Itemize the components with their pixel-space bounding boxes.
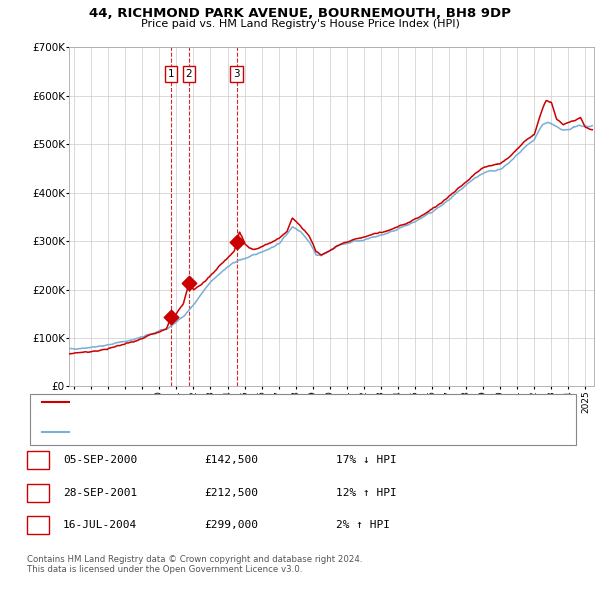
Text: 44, RICHMOND PARK AVENUE, BOURNEMOUTH, BH8 9DP (detached house): 44, RICHMOND PARK AVENUE, BOURNEMOUTH, B… xyxy=(73,398,440,407)
Text: £212,500: £212,500 xyxy=(204,488,258,497)
Text: 05-SEP-2000: 05-SEP-2000 xyxy=(63,455,137,465)
Text: 2: 2 xyxy=(34,488,41,497)
Text: 44, RICHMOND PARK AVENUE, BOURNEMOUTH, BH8 9DP: 44, RICHMOND PARK AVENUE, BOURNEMOUTH, B… xyxy=(89,6,511,20)
Text: This data is licensed under the Open Government Licence v3.0.: This data is licensed under the Open Gov… xyxy=(27,565,302,574)
Text: Contains HM Land Registry data © Crown copyright and database right 2024.: Contains HM Land Registry data © Crown c… xyxy=(27,555,362,563)
Point xyxy=(166,313,176,322)
Text: HPI: Average price, detached house, Bournemouth Christchurch and Poole: HPI: Average price, detached house, Bour… xyxy=(73,427,437,437)
Text: £142,500: £142,500 xyxy=(204,455,258,465)
Text: £299,000: £299,000 xyxy=(204,520,258,530)
Text: 2: 2 xyxy=(185,69,193,79)
Text: 3: 3 xyxy=(34,520,41,530)
Point xyxy=(184,278,194,288)
Text: Price paid vs. HM Land Registry's House Price Index (HPI): Price paid vs. HM Land Registry's House … xyxy=(140,19,460,29)
Text: 1: 1 xyxy=(167,69,174,79)
Text: 3: 3 xyxy=(233,69,240,79)
Text: 28-SEP-2001: 28-SEP-2001 xyxy=(63,488,137,497)
Text: 17% ↓ HPI: 17% ↓ HPI xyxy=(336,455,397,465)
Text: 12% ↑ HPI: 12% ↑ HPI xyxy=(336,488,397,497)
Text: 16-JUL-2004: 16-JUL-2004 xyxy=(63,520,137,530)
Text: 1: 1 xyxy=(34,455,41,465)
Text: 2% ↑ HPI: 2% ↑ HPI xyxy=(336,520,390,530)
Point xyxy=(232,237,242,246)
